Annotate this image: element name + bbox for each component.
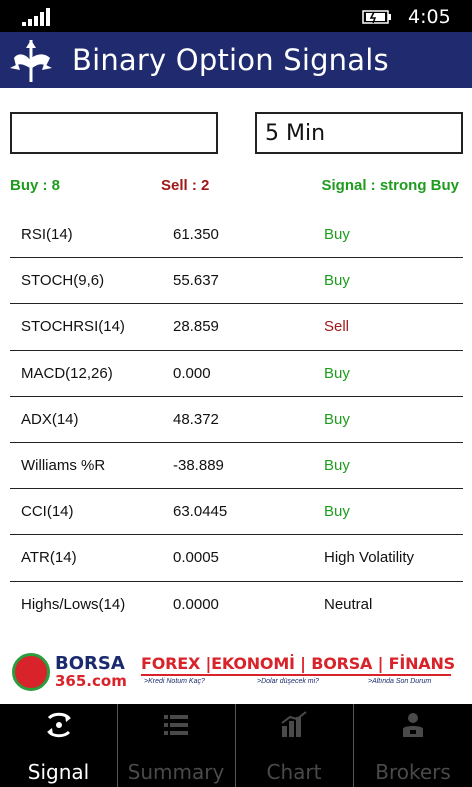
bottom-nav: Signal Summary Chart Brokers: [0, 704, 472, 787]
indicator-signal: Buy: [324, 456, 350, 474]
indicator-name: STOCH(9,6): [21, 272, 105, 290]
tab-label: Chart: [266, 760, 322, 784]
borsa365-logo: BORSA 365.com: [12, 653, 137, 691]
indicator-value: 28.859: [173, 318, 219, 336]
banner-brand: BORSA: [55, 653, 125, 674]
indicator-signal: Buy: [324, 364, 350, 382]
tab-label: Summary: [127, 760, 225, 784]
banner-headline: FOREX |EKONOMİ | BORSA | FİNANS: [141, 654, 455, 673]
app-header: Binary Option Signals: [0, 32, 472, 88]
list-icon: [164, 715, 188, 735]
banner-tag: >Altında Son Durum: [368, 678, 432, 685]
indicator-signal: Sell: [324, 318, 350, 336]
table-row: Highs/Lows(14) 0.0000 Neutral: [10, 582, 463, 628]
banner-tag: >Kredi Notum Kaç?: [144, 678, 205, 685]
tab-summary[interactable]: Summary: [117, 704, 234, 787]
tab-label: Brokers: [375, 760, 451, 784]
chart-icon: [281, 711, 307, 737]
indicator-name: ADX(14): [21, 410, 79, 428]
table-row: MACD(12,26) 0.000 Buy: [10, 351, 463, 397]
symbol-selector[interactable]: [10, 112, 218, 154]
table-row: ATR(14) 0.0005 High Volatility: [10, 535, 463, 582]
cellular-signal-icon: [22, 8, 54, 26]
indicator-value: 48.372: [173, 410, 219, 428]
table-row: STOCH(9,6) 55.637 Buy: [10, 258, 463, 305]
indicator-signal: Neutral: [324, 595, 373, 613]
indicator-value: 61.350: [173, 226, 219, 243]
indicator-name: CCI(14): [21, 503, 74, 521]
indicator-name: RSI(14): [21, 226, 73, 243]
indicator-value: 63.0445: [173, 503, 228, 521]
indicator-name: ATR(14): [21, 549, 77, 567]
globe-icon: [12, 653, 50, 691]
bull-bear-logo-icon: [10, 40, 52, 82]
status-bar: 4:05: [0, 0, 472, 32]
tab-signal[interactable]: Signal: [0, 704, 117, 787]
indicator-table: RSI(14) 61.350 Buy STOCH(9,6) 55.637 Buy…: [10, 212, 463, 628]
indicator-signal: Buy: [324, 272, 350, 290]
indicator-value: 0.0005: [173, 549, 219, 567]
tab-chart[interactable]: Chart: [235, 704, 352, 787]
indicator-name: MACD(12,26): [21, 364, 113, 382]
broker-icon: [403, 713, 423, 737]
banner-tag: >Dolar düşecek mi?: [257, 678, 320, 685]
overall-signal: Signal : strong Buy: [321, 177, 459, 194]
indicator-name: Williams %R: [21, 456, 106, 474]
banner-divider: [141, 674, 451, 676]
indicator-signal: Buy: [324, 410, 350, 428]
ad-banner[interactable]: BORSA 365.com FOREX |EKONOMİ | BORSA | F…: [12, 650, 455, 694]
buy-count: Buy : 8: [10, 177, 61, 194]
indicator-signal: Buy: [324, 226, 350, 243]
battery-icon: [362, 10, 391, 24]
indicator-signal: High Volatility: [324, 549, 415, 567]
indicator-name: Highs/Lows(14): [21, 595, 126, 613]
indicator-name: STOCHRSI(14): [21, 318, 125, 336]
signal-icon: [46, 712, 71, 738]
banner-brand-sub: 365.com: [55, 672, 127, 690]
indicator-value: 0.000: [173, 364, 211, 382]
tab-label: Signal: [27, 760, 90, 784]
indicator-value: 55.637: [173, 272, 219, 290]
indicator-value: 0.0000: [173, 595, 219, 613]
table-row: RSI(14) 61.350 Buy: [10, 212, 463, 259]
indicator-value: -38.889: [173, 456, 224, 474]
clock: 4:05: [408, 6, 451, 28]
indicator-signal: Buy: [324, 503, 350, 521]
table-row: Williams %R -38.889 Buy: [10, 443, 463, 490]
timeframe-selector[interactable]: 5 Min: [255, 112, 463, 154]
tab-brokers[interactable]: Brokers: [353, 704, 472, 787]
table-row: STOCHRSI(14) 28.859 Sell: [10, 304, 463, 351]
table-row: CCI(14) 63.0445 Buy: [10, 489, 463, 536]
sell-count: Sell : 2: [161, 177, 210, 194]
page-title: Binary Option Signals: [72, 43, 389, 77]
table-row: ADX(14) 48.372 Buy: [10, 397, 463, 443]
